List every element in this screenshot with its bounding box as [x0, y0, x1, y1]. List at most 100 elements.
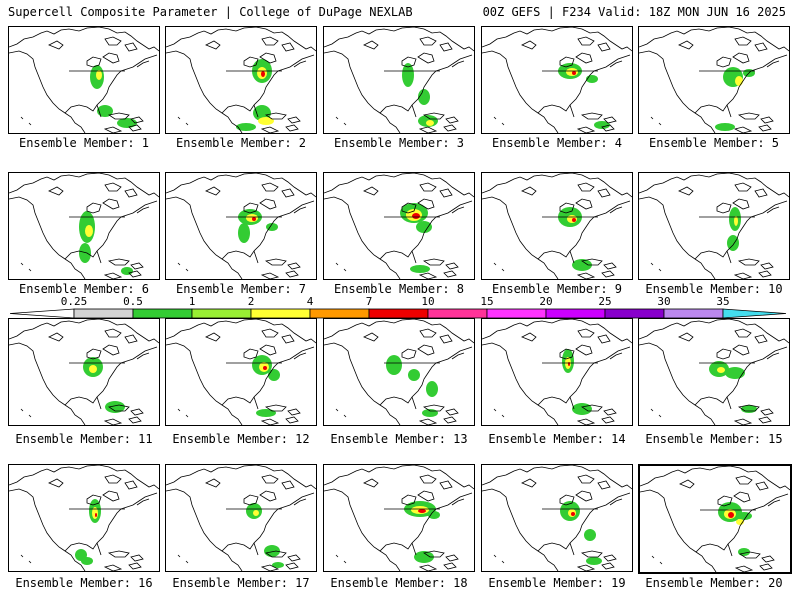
ensemble-member-label: Ensemble Member: 4: [491, 136, 623, 150]
scp-contour: [572, 403, 592, 415]
north-america-map: [166, 319, 316, 425]
ensemble-map-panel: [323, 464, 475, 572]
ensemble-member-label: Ensemble Member: 15: [645, 432, 783, 446]
ensemble-member-label: Ensemble Member: 5: [648, 136, 780, 150]
colorbar-swatch: [132, 308, 193, 319]
colorbar-swatch: [250, 308, 311, 319]
scp-contour: [95, 513, 97, 517]
scp-contour: [410, 265, 430, 273]
colorbar-threshold-label: 0.25: [60, 295, 88, 308]
north-america-map: [9, 465, 159, 571]
ensemble-map-panel: [165, 318, 317, 426]
ensemble-map-panel: [481, 318, 633, 426]
scp-contour: [258, 117, 274, 125]
ensemble-map-panel: [8, 26, 160, 134]
ensemble-map-panel: [8, 464, 160, 572]
scp-contour: [725, 367, 745, 379]
colorbar-swatch: [427, 308, 488, 319]
scp-contour: [715, 123, 735, 131]
colorbar-swatch: [191, 308, 252, 319]
ensemble-member-label: Ensemble Member: 7: [175, 282, 307, 296]
colorbar-swatch: [486, 308, 547, 319]
ensemble-member-label: Ensemble Member: 17: [172, 576, 310, 590]
scp-contour: [734, 216, 738, 226]
colorbar-threshold-label: 10: [421, 295, 435, 308]
model-run-info: 00Z GEFS | F234 Valid: 18Z MON JUN 16 20…: [482, 5, 786, 19]
scp-contour: [96, 70, 102, 80]
colorbar-threshold-label: 0.5: [123, 295, 143, 308]
north-america-map: [482, 27, 632, 133]
scp-contour: [253, 105, 271, 121]
north-america-map: [324, 173, 474, 279]
scp-contour: [422, 409, 438, 417]
north-america-map: [9, 27, 159, 133]
ensemble-member-label: Ensemble Member: 3: [333, 136, 465, 150]
scp-contour: [728, 512, 734, 518]
north-america-map: [166, 465, 316, 571]
ensemble-member-label: Ensemble Member: 10: [645, 282, 783, 296]
colorbar-swatch: [73, 308, 134, 319]
ensemble-map-panel: [8, 318, 160, 426]
north-america-map: [9, 319, 159, 425]
colorbar-threshold-label: 30: [657, 295, 671, 308]
scp-contour: [252, 217, 256, 221]
ensemble-member-label: Ensemble Member: 11: [15, 432, 153, 446]
scp-contour: [236, 123, 256, 131]
scp-contour: [571, 512, 575, 516]
ensemble-member-label: Ensemble Member: 2: [175, 136, 307, 150]
colorbar-threshold-label: 4: [306, 295, 314, 308]
scp-contour: [79, 243, 91, 263]
scp-contour: [386, 355, 402, 375]
ensemble-map-panel: [323, 318, 475, 426]
scp-contour: [428, 511, 440, 519]
scp-contour: [246, 214, 258, 222]
ensemble-member-label: Ensemble Member: 16: [15, 576, 153, 590]
scp-contour: [735, 76, 743, 86]
ensemble-member-label: Ensemble Member: 19: [488, 576, 626, 590]
scp-contour: [418, 89, 430, 105]
scp-contour: [594, 121, 610, 129]
scp-contour: [414, 551, 434, 563]
scp-contour: [416, 221, 432, 233]
scp-contour: [572, 71, 576, 75]
scp-contour: [426, 381, 438, 397]
ensemble-member-label: Ensemble Member: 1: [18, 136, 150, 150]
north-america-map: [482, 319, 632, 425]
scp-contour: [572, 218, 576, 222]
scp-contour: [256, 409, 276, 417]
colorbar-threshold-label: 25: [598, 295, 612, 308]
ensemble-map-panel: [481, 464, 633, 572]
north-america-map: [166, 173, 316, 279]
ensemble-map-panel: [323, 172, 475, 280]
scp-contour: [261, 71, 265, 77]
north-america-map: [324, 27, 474, 133]
scp-contour: [412, 213, 420, 219]
scp-contour: [418, 509, 426, 513]
ensemble-map-panel: [323, 26, 475, 134]
ensemble-map-panel: [481, 26, 633, 134]
north-america-map: [324, 319, 474, 425]
colorbar-swatch: [545, 308, 606, 319]
scp-contour: [253, 510, 259, 516]
scp-contour: [402, 63, 414, 87]
north-america-map: [482, 465, 632, 571]
colorbar-threshold-label: 7: [365, 295, 373, 308]
north-america-map: [639, 173, 789, 279]
scp-contour: [97, 105, 113, 117]
scp-contour: [727, 235, 739, 251]
ensemble-member-label: Ensemble Member: 18: [330, 576, 468, 590]
north-america-map: [482, 173, 632, 279]
scp-contour: [736, 512, 752, 520]
colorbar-threshold-label: 20: [539, 295, 553, 308]
colorbar-max-arrow: [722, 308, 787, 319]
map-title: Supercell Composite Parameter | College …: [8, 5, 413, 19]
north-america-map: [9, 173, 159, 279]
colorbar-threshold-label: 35: [716, 295, 730, 308]
ensemble-member-label: Ensemble Member: 9: [491, 282, 623, 296]
north-america-map: [166, 27, 316, 133]
scp-contour: [238, 223, 250, 243]
colorbar-swatch: [309, 308, 370, 319]
north-america-map: [640, 466, 790, 572]
colorbar-swatch: [663, 308, 724, 319]
scp-contour: [89, 365, 97, 373]
